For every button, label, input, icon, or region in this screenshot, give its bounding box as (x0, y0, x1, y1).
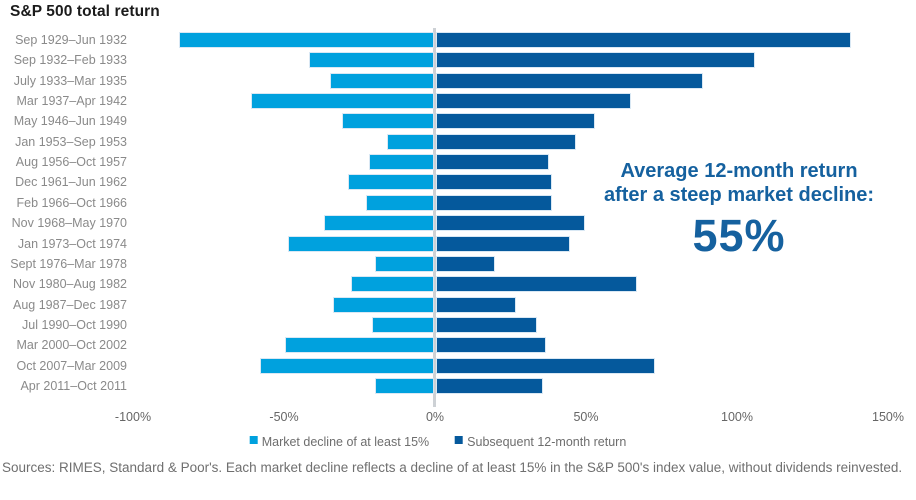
return-bar (436, 94, 630, 109)
return-bar (436, 378, 543, 393)
return-bar (436, 175, 552, 190)
zero-axis-line (433, 28, 436, 407)
row-label: Mar 2000–Oct 2002 (16, 338, 128, 353)
annotation: Average 12-month return after a steep ma… (604, 160, 874, 259)
row-label: July 1933–Mar 1935 (13, 73, 127, 88)
return-bar (436, 33, 851, 47)
row-label: Jan 1973–Oct 1974 (17, 236, 127, 251)
return-bar (436, 216, 585, 231)
annotation-value: 55% (692, 210, 786, 261)
return-bar (436, 317, 537, 332)
decline-bar (388, 134, 434, 149)
annotation-line2: after a steep market decline: (603, 183, 875, 206)
decline-bar (351, 277, 434, 292)
return-bar (436, 236, 570, 251)
return-bar (436, 256, 494, 271)
x-tick-label: 150% (872, 410, 904, 424)
row-label: Sep 1932–Feb 1933 (13, 53, 127, 68)
legend-label-return: Subsequent 12-month return (467, 435, 627, 449)
return-bar (436, 195, 552, 210)
row-label: Dec 1961–Jun 1962 (15, 175, 127, 190)
decline-bar (348, 175, 434, 190)
return-bar (436, 155, 549, 170)
row-label: Feb 1966–Oct 1966 (16, 195, 128, 210)
legend: Market decline of at least 15% Subsequen… (249, 435, 626, 449)
row-label: Sep 1929–Jun 1932 (15, 33, 127, 47)
decline-bar (370, 155, 434, 170)
legend-item-decline: Market decline of at least 15% (249, 435, 430, 449)
row-label: Apr 2011–Oct 2011 (20, 378, 127, 393)
x-tick-label: 50% (573, 410, 599, 424)
decline-bar (179, 33, 434, 47)
row-label: Jul 1990–Oct 1990 (22, 317, 127, 332)
annotation-line1: Average 12-month return (620, 160, 858, 182)
return-bar (436, 358, 654, 373)
decline-bar (252, 94, 434, 109)
decline-bar (288, 236, 434, 251)
legend-item-return: Subsequent 12-month return (455, 435, 626, 449)
decline-bar (285, 338, 434, 353)
return-bar (436, 297, 516, 312)
row-label: Nov 1980–Aug 1982 (13, 277, 127, 292)
legend-swatch-return (455, 436, 464, 444)
decline-bar (324, 216, 434, 231)
x-tick-label: 0% (425, 410, 445, 424)
row-label: Aug 1956–Oct 1957 (15, 155, 127, 170)
decline-bar (367, 195, 434, 210)
return-bar (436, 338, 546, 353)
return-bar (436, 53, 754, 68)
row-label: Oct 2007–Mar 2009 (16, 358, 128, 373)
x-tick-label: 100% (721, 410, 753, 424)
return-bar (436, 277, 636, 292)
row-label: Jan 1953–Sep 1953 (15, 134, 127, 149)
chart-title: S&P 500 total return (10, 3, 160, 20)
row-label: Aug 1987–Dec 1987 (13, 297, 127, 312)
decline-bar (376, 378, 434, 393)
decline-bar (330, 73, 434, 88)
legend-swatch-decline (249, 436, 258, 444)
legend-label-decline: Market decline of at least 15% (261, 435, 430, 449)
decline-bar (373, 317, 434, 332)
footnote: Sources: RIMES, Standard & Poor's. Each … (2, 460, 903, 475)
decline-bar (376, 256, 434, 271)
decline-bar (261, 358, 434, 373)
x-tick-label: -100% (114, 410, 152, 424)
row-label: Sept 1976–Mar 1978 (10, 256, 127, 271)
return-bar (436, 114, 594, 129)
row-label: May 1946–Jun 1949 (13, 114, 127, 129)
row-label: Mar 1937–Apr 1942 (16, 94, 128, 109)
x-tick-label: -50% (269, 410, 299, 424)
return-bar (436, 73, 703, 88)
decline-bar (333, 297, 434, 312)
row-label: Nov 1968–May 1970 (11, 216, 127, 231)
decline-bar (342, 114, 434, 129)
decline-bar (309, 53, 434, 68)
return-bar (436, 134, 576, 149)
